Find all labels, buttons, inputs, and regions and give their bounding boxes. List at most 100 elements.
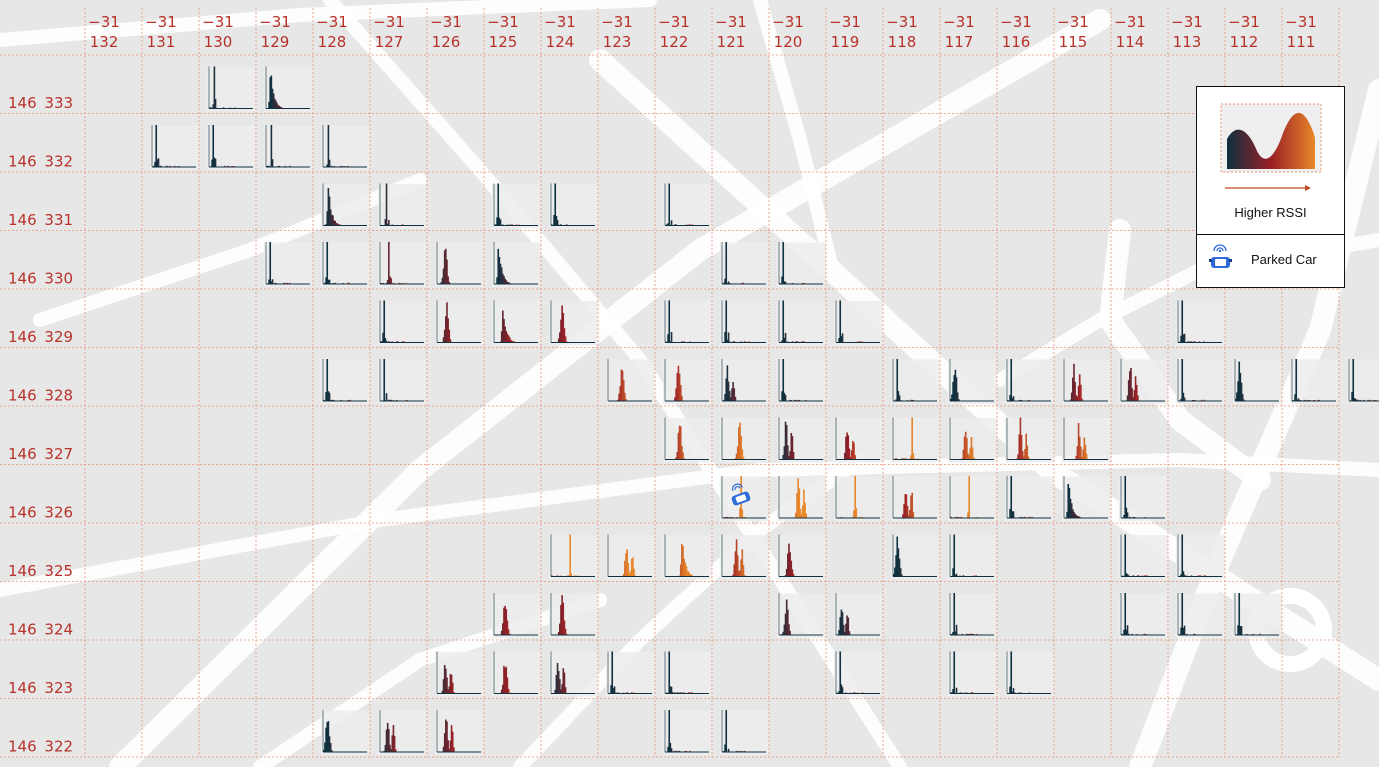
histogram-bar	[784, 332, 787, 343]
histogram-cell	[493, 651, 538, 694]
histogram-bar	[497, 183, 500, 226]
histogram-bar	[911, 417, 913, 460]
histogram-bar	[1198, 575, 1201, 577]
column-label-sub: 132	[90, 33, 119, 51]
histogram-bar	[443, 664, 446, 694]
histogram-bar	[735, 539, 738, 577]
histogram-bar	[724, 332, 726, 343]
histogram-bar	[674, 224, 676, 226]
histogram-cell	[664, 710, 709, 753]
histogram-bar	[669, 686, 672, 694]
histogram-bar	[912, 399, 915, 401]
histogram-cell	[265, 125, 310, 168]
histogram-bar	[388, 242, 390, 284]
histogram-bar	[169, 165, 171, 167]
histogram-bar	[1359, 399, 1361, 401]
histogram-bar	[386, 722, 389, 752]
histogram-bar	[956, 516, 959, 518]
histogram-bar	[670, 220, 673, 226]
histogram-bar	[1182, 334, 1185, 343]
histogram-bar	[500, 689, 503, 694]
histogram-cell	[1234, 593, 1279, 636]
cell-tile	[1005, 418, 1054, 463]
histogram-bar	[789, 451, 791, 460]
histogram-bar	[1017, 454, 1019, 460]
cell-tile	[492, 652, 541, 697]
histogram-cell	[892, 476, 937, 519]
histogram-bar	[670, 332, 673, 343]
histogram-bar	[848, 448, 851, 460]
histogram-bar	[960, 692, 962, 694]
histogram-bar	[1011, 511, 1014, 518]
histogram-bar	[1076, 515, 1079, 518]
histogram-bar	[1305, 399, 1308, 401]
histogram-bar	[1069, 399, 1072, 401]
histogram-bar	[500, 331, 503, 343]
histogram-bar	[613, 686, 616, 694]
histogram-bar	[1190, 341, 1193, 343]
histogram-bar	[726, 365, 729, 401]
histogram-bar	[286, 282, 289, 284]
histogram-bar	[560, 689, 562, 694]
histogram-bar	[504, 605, 506, 635]
histogram-bar	[1203, 341, 1205, 343]
histogram-bar	[1130, 367, 1132, 401]
histogram-bar	[1013, 692, 1016, 694]
histogram-cell	[379, 242, 424, 285]
histogram-cell	[778, 417, 823, 460]
histogram-cell	[664, 534, 709, 577]
histogram-cell	[778, 593, 823, 636]
column-label: −31	[487, 13, 519, 31]
histogram-bar	[725, 242, 728, 284]
histogram-bar	[1294, 394, 1296, 401]
histogram-bar	[952, 568, 954, 577]
histogram-bar	[845, 623, 847, 635]
histogram-bar	[724, 394, 726, 401]
histogram-bar	[565, 224, 568, 226]
histogram-bar	[442, 268, 445, 284]
column-label: −31	[1228, 13, 1260, 31]
histogram-bar	[739, 507, 741, 518]
histogram-bar	[743, 750, 746, 752]
histogram-bar	[792, 574, 795, 577]
histogram-bar	[450, 725, 453, 752]
histogram-bar	[325, 224, 327, 226]
histogram-bar	[912, 453, 915, 460]
cell-tile	[435, 710, 484, 755]
histogram-bar	[1124, 593, 1127, 635]
row-label: 146 326	[8, 504, 73, 522]
histogram-bar	[328, 279, 331, 284]
road-0	[109, 9, 1111, 767]
histogram-bar	[1127, 575, 1130, 577]
histogram-bar	[561, 684, 563, 694]
histogram-cell	[1177, 534, 1222, 577]
histogram-bar	[270, 125, 273, 167]
histogram-bar	[498, 256, 501, 284]
histogram-bar	[331, 750, 333, 752]
histogram-cell	[835, 651, 880, 694]
histogram-bar	[736, 446, 739, 460]
histogram-bar	[551, 575, 553, 577]
column-label-sub: 131	[147, 33, 176, 51]
histogram-bar	[389, 399, 391, 401]
histogram-bar	[1075, 395, 1078, 401]
histogram-bar	[791, 341, 794, 343]
histogram-bar	[447, 276, 449, 284]
histogram-bar	[1078, 436, 1081, 460]
histogram-bar	[803, 341, 805, 343]
histogram-bar	[1194, 633, 1196, 635]
histogram-bar	[781, 276, 783, 284]
histogram-cell	[835, 476, 880, 519]
histogram-bar	[329, 209, 332, 226]
histogram-cell	[835, 593, 880, 636]
histogram-cell	[607, 534, 652, 577]
histogram-bar	[385, 340, 388, 343]
histogram-bar	[1018, 692, 1021, 694]
histogram-bar	[803, 282, 805, 284]
histogram-bar	[669, 742, 672, 752]
histogram-bar	[800, 514, 803, 518]
histogram-bar	[503, 275, 505, 284]
histogram-bar	[787, 609, 789, 635]
row-label: 146 331	[8, 211, 73, 229]
